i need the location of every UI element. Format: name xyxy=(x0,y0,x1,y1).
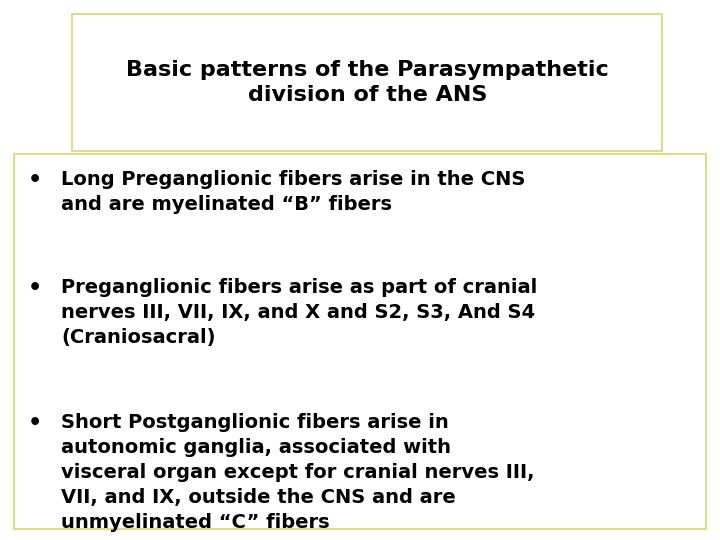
Text: Short Postganglionic fibers arise in
autonomic ganglia, associated with
visceral: Short Postganglionic fibers arise in aut… xyxy=(61,413,535,532)
Text: •: • xyxy=(27,170,42,190)
FancyBboxPatch shape xyxy=(14,154,706,529)
Text: •: • xyxy=(27,278,42,298)
Text: Preganglionic fibers arise as part of cranial
nerves III, VII, IX, and X and S2,: Preganglionic fibers arise as part of cr… xyxy=(61,278,537,347)
FancyBboxPatch shape xyxy=(72,14,662,151)
Text: Long Preganglionic fibers arise in the CNS
and are myelinated “B” fibers: Long Preganglionic fibers arise in the C… xyxy=(61,170,526,214)
Text: Basic patterns of the Parasympathetic
division of the ANS: Basic patterns of the Parasympathetic di… xyxy=(126,59,608,105)
Text: •: • xyxy=(27,413,42,433)
